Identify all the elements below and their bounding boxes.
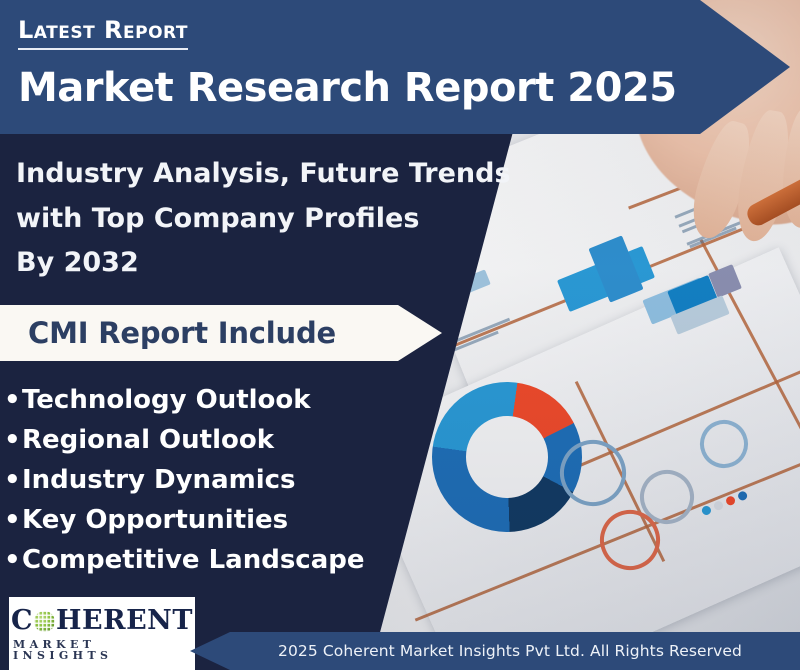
logo-word-before: C	[11, 604, 34, 636]
page-title: Market Research Report 2025	[18, 65, 677, 111]
list-item: Industry Dynamics	[4, 460, 434, 500]
eyebrow-label: Latest Report	[18, 18, 188, 50]
report-include-list: Technology Outlook Regional Outlook Indu…	[4, 380, 434, 580]
list-item: Regional Outlook	[4, 420, 434, 460]
list-item: Competitive Landscape	[4, 540, 434, 580]
logo-tagline: MARKET INSIGHTS	[13, 637, 113, 662]
logo-wordmark: C HERENT	[11, 607, 193, 634]
company-logo: C HERENT MARKET INSIGHTS	[9, 597, 195, 670]
report-include-ribbon: CMI Report Include	[0, 305, 442, 361]
subtitle-line-2: with Top Company Profiles	[16, 202, 420, 234]
logo-word-after: HERENT	[56, 604, 193, 636]
copyright-text: 2025 Coherent Market Insights Pvt Ltd. A…	[278, 642, 742, 660]
header-band	[0, 0, 790, 134]
subtitle-line-3: By 2032	[16, 247, 139, 279]
list-item: Technology Outlook	[4, 380, 434, 420]
list-item: Key Opportunities	[4, 500, 434, 540]
ribbon-label: CMI Report Include	[28, 316, 337, 350]
footer-bar: 2025 Coherent Market Insights Pvt Ltd. A…	[190, 632, 800, 670]
subtitle-block: Industry Analysis, Future Trends with To…	[16, 152, 536, 286]
globe-icon	[34, 610, 56, 632]
subtitle-line-1: Industry Analysis, Future Trends	[16, 158, 511, 189]
